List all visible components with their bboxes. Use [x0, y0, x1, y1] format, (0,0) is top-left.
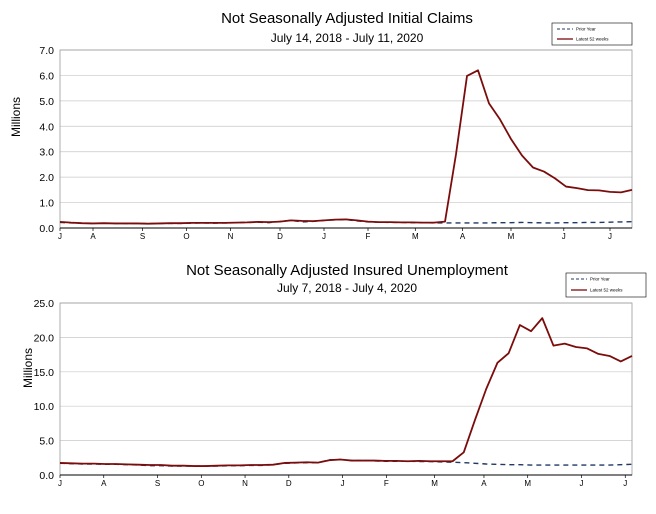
series-lines — [59, 317, 633, 467]
gridlines — [59, 49, 633, 229]
legend: Prior Year Latest 52 weeks — [565, 272, 647, 298]
x-tick-label: J — [623, 479, 627, 488]
legend-label-latest: Latest 52 weeks — [576, 37, 609, 42]
x-tick-label: A — [481, 479, 487, 488]
x-tick-label: S — [155, 479, 160, 488]
x-tick-label: N — [242, 479, 248, 488]
legend: Prior Year Latest 52 weeks — [551, 22, 633, 46]
legend-box — [565, 272, 647, 298]
series-line-latest-52-weeks — [59, 69, 633, 225]
plot-frame — [59, 49, 633, 229]
initial-claims-chart: Not Seasonally Adjusted Initial Claims J… — [9, 10, 633, 241]
y-tick-label: 0.0 — [39, 223, 54, 235]
y-tick-label: 10.0 — [34, 401, 55, 413]
insured-unemployment-chart: Not Seasonally Adjusted Insured Unemploy… — [21, 262, 647, 488]
x-tick-label: J — [580, 479, 584, 488]
x-tick-label: S — [140, 232, 145, 241]
gridlines — [59, 302, 633, 476]
y-tick-label: 0.0 — [39, 470, 54, 482]
x-tick-label: J — [341, 479, 345, 488]
x-tick-label: A — [101, 479, 107, 488]
y-tick-label: 2.0 — [39, 172, 54, 184]
x-tick-label: F — [384, 479, 389, 488]
y-axis-label: Millions — [21, 348, 35, 388]
chart-title: Not Seasonally Adjusted Initial Claims — [221, 10, 473, 27]
y-tick-label: 5.0 — [39, 436, 54, 448]
y-tick-label: 6.0 — [39, 70, 54, 82]
x-tick-label: F — [366, 232, 371, 241]
y-tick-label: 7.0 — [39, 45, 54, 57]
y-tick-label: 3.0 — [39, 147, 54, 159]
x-tick-label: J — [58, 479, 62, 488]
y-tick-label: 20.0 — [34, 332, 55, 344]
legend-label-latest: Latest 52 weeks — [590, 288, 623, 293]
y-tick-label: 4.0 — [39, 121, 54, 133]
x-tick-label: J — [608, 232, 612, 241]
y-tick-label: 5.0 — [39, 96, 54, 108]
y-tick-label: 15.0 — [34, 367, 55, 379]
y-tick-labels: 0.0 5.0 10.0 15.0 20.0 25.0 — [34, 298, 55, 482]
x-tick-label: J — [58, 232, 62, 241]
y-tick-labels: 0.0 1.0 2.0 3.0 4.0 5.0 6.0 7.0 — [39, 45, 54, 235]
x-tick-label: M — [412, 232, 419, 241]
y-tick-label: 25.0 — [34, 298, 55, 310]
series-lines — [59, 69, 633, 225]
x-tick-label: M — [508, 232, 515, 241]
chart-subtitle: July 7, 2018 - July 4, 2020 — [277, 281, 417, 295]
x-tick-label: J — [322, 232, 326, 241]
series-line-latest-52-weeks — [59, 317, 633, 467]
x-tick-label: M — [524, 479, 531, 488]
x-tick-label: D — [286, 479, 292, 488]
x-tick-label: D — [277, 232, 283, 241]
x-tick-label: M — [431, 479, 438, 488]
x-tick-label: A — [460, 232, 466, 241]
chart-title: Not Seasonally Adjusted Insured Unemploy… — [186, 262, 509, 279]
y-tick-label: 1.0 — [39, 198, 54, 210]
legend-label-prior-year: Prior Year — [590, 277, 610, 282]
y-axis-label: Millions — [9, 97, 23, 137]
legend-label-prior-year: Prior Year — [576, 27, 596, 32]
series-line-prior-year — [59, 218, 633, 225]
series-line-prior-year — [59, 458, 633, 467]
x-tick-label: J — [562, 232, 566, 241]
x-tick-label: A — [90, 232, 96, 241]
x-tick-label: O — [183, 232, 189, 241]
chart-subtitle: July 14, 2018 - July 11, 2020 — [271, 31, 424, 45]
x-tick-label: N — [228, 232, 234, 241]
x-tick-label: O — [198, 479, 204, 488]
